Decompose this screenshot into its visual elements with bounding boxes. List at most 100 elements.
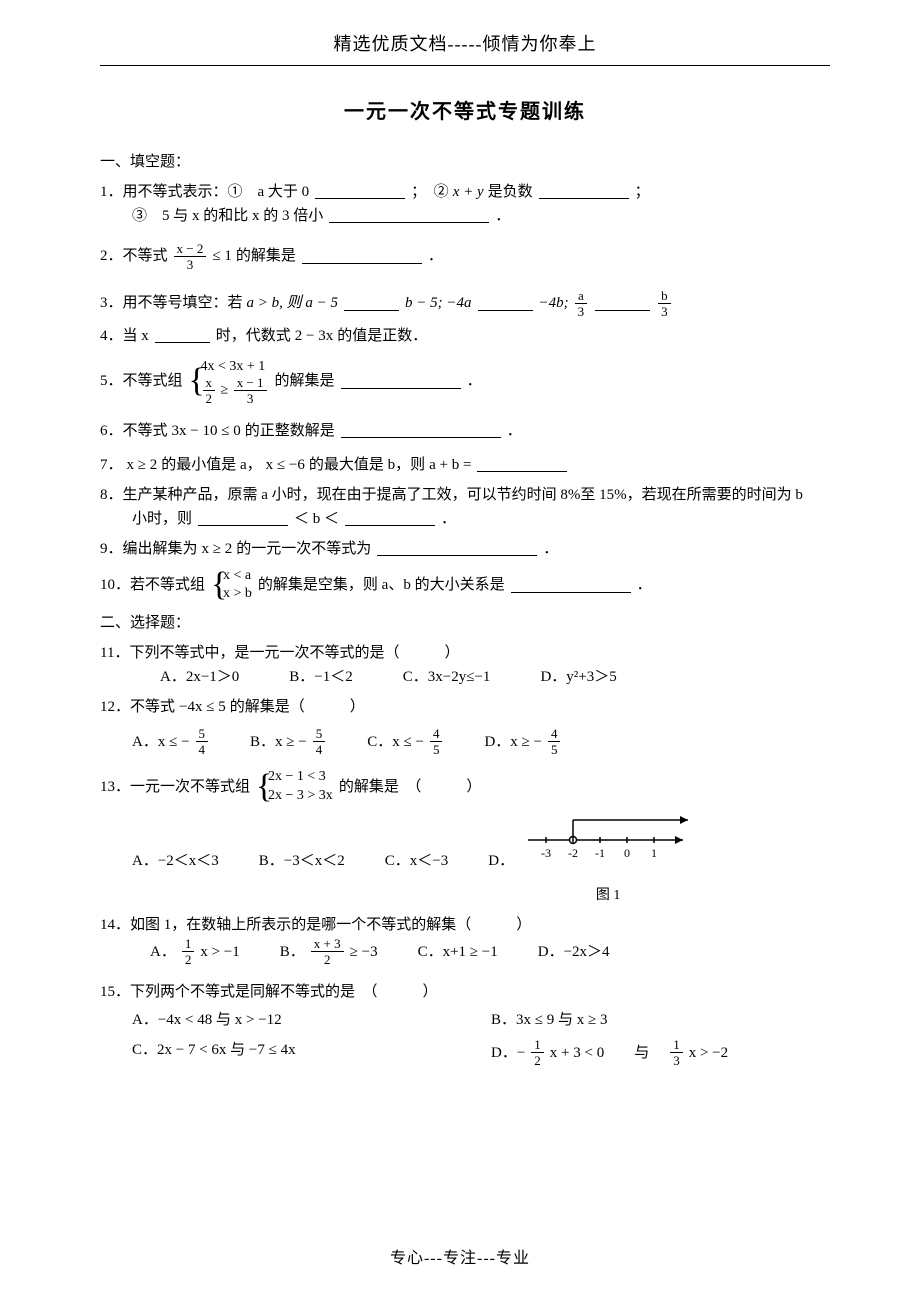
fraction: 45 <box>430 727 443 756</box>
fraction: 12 <box>182 937 195 966</box>
page: 精选优质文档-----倾情为你奉上 一元一次不等式专题训练 一、填空题： 1．用… <box>0 0 920 1302</box>
blank <box>539 184 629 199</box>
blank <box>377 541 537 556</box>
text: 4．当 x <box>100 324 149 348</box>
math-expr: a + b = <box>429 453 471 477</box>
math-expr: x > −1 <box>200 940 239 964</box>
text: 小时，则 <box>132 507 192 531</box>
text: 的解集是空集，则 a、b 的大小关系是 <box>258 573 505 597</box>
text: 是负数 <box>488 180 533 204</box>
equation-system: x < a x > b <box>211 567 252 603</box>
text: 的解集是 <box>236 244 296 268</box>
blank <box>344 296 399 311</box>
label: A． <box>150 940 176 964</box>
denominator: 4 <box>196 742 209 756</box>
blank <box>595 296 650 311</box>
fraction: x2 <box>203 376 216 405</box>
question-10: 10．若不等式组 x < a x > b 的解集是空集，则 a、b 的大小关系是… <box>100 567 830 603</box>
figure-label: 图 1 <box>518 885 698 907</box>
numerator: a <box>575 289 588 304</box>
denominator: 2 <box>182 952 195 966</box>
sys-row: x > b <box>223 585 252 603</box>
text: ． <box>543 537 558 561</box>
math-expr: 3x − 10 ≤ 0 <box>172 419 241 443</box>
label: C．x ≤ − <box>367 730 424 754</box>
numerator: 5 <box>196 727 209 742</box>
blank <box>302 249 422 264</box>
text: 的解集是 （ ） <box>339 775 482 799</box>
text: 7． <box>100 453 123 477</box>
numerator: 4 <box>430 727 443 742</box>
blank <box>198 511 288 526</box>
q14-stem: 14．如图 1，在数轴上所表示的是哪一个不等式的解集（ ） <box>100 913 830 937</box>
denominator: 2 <box>203 391 216 405</box>
text: 10．若不等式组 <box>100 573 205 597</box>
sys-row: 2x − 3 > 3x <box>268 787 333 805</box>
question-8: 8．生产某种产品，原需 a 小时，现在由于提高了工效，可以节约时间 8%至 15… <box>100 483 830 531</box>
numerator: x − 2 <box>174 242 207 257</box>
question-15: 15．下列两个不等式是同解不等式的是 （ ） A．−4x < 48 与 x > … <box>100 980 830 1067</box>
text: 的最小值是 a， <box>161 453 261 477</box>
text: ； <box>635 180 650 204</box>
question-1: 1．用不等式表示：① a 大于 0 ； ② x + y 是负数 ； ③ 5 与 … <box>100 180 830 228</box>
question-12: 12．不等式 −4x ≤ 5 的解集是（ ） A．x ≤ − 54 B．x ≥ … <box>100 695 830 756</box>
blank <box>477 457 567 472</box>
math-expr: x > −2 <box>689 1041 728 1065</box>
math-expr: −4b; <box>539 291 569 315</box>
text: 3．用不等号填空：若 <box>100 291 243 315</box>
label: B．x ≥ − <box>250 730 307 754</box>
denominator: 2 <box>311 952 344 966</box>
svg-text:0: 0 <box>624 846 630 860</box>
numerator: 1 <box>182 937 195 952</box>
main-title: 一元一次不等式专题训练 <box>100 96 830 128</box>
text: 时，代数式 <box>216 324 291 348</box>
text: ． <box>467 369 482 393</box>
blank <box>345 511 435 526</box>
text: ＜ b ＜ <box>294 507 339 531</box>
numerator: x + 3 <box>311 937 344 952</box>
q11-stem: 11．下列不等式中，是一元一次不等式的是（ ） <box>100 641 830 665</box>
fraction: 45 <box>548 727 561 756</box>
fraction: 54 <box>196 727 209 756</box>
option-b: B．x ≥ − 54 <box>250 727 327 756</box>
number-line-svg: -3 -2 -1 0 1 <box>518 815 698 875</box>
svg-text:-1: -1 <box>595 846 605 860</box>
fraction: 54 <box>313 727 326 756</box>
equation-system: 2x − 1 < 3 2x − 3 > 3x <box>256 768 333 804</box>
blank <box>155 328 210 343</box>
label: D．− <box>491 1041 525 1065</box>
page-footer: 专心---专注---专业 <box>0 1246 920 1272</box>
numerator: x − 1 <box>234 376 267 391</box>
text: ③ 5 与 x 的和比 x 的 3 倍小 <box>132 204 323 228</box>
math-expr: x ≤ −6 <box>266 453 305 477</box>
section-1-heading: 一、填空题： <box>100 150 830 174</box>
svg-text:-3: -3 <box>541 846 551 860</box>
fraction: 13 <box>670 1038 683 1067</box>
option-d: D．− 12 x + 3 < 0 与 13 x > −2 <box>491 1038 830 1067</box>
text: 5．不等式组 <box>100 369 183 393</box>
sys-row: x2 ≥ x − 13 <box>201 376 269 405</box>
denominator: 3 <box>174 257 207 271</box>
option-c: C．x+1 ≥ −1 <box>418 940 498 964</box>
question-9: 9．编出解集为 x ≥ 2 的一元一次不等式为 ． <box>100 537 830 561</box>
text: 的一元一次不等式为 <box>236 537 371 561</box>
option-a: A．x ≤ − 54 <box>132 727 210 756</box>
option-a: A．−4x < 48 与 x > −12 <box>132 1008 471 1032</box>
option-b: B．−1＜2 <box>289 665 352 689</box>
numerator: 1 <box>670 1038 683 1053</box>
question-3: 3．用不等号填空：若 a > b, 则 a − 5 b − 5; −4a −4b… <box>100 289 830 318</box>
fraction: x + 32 <box>311 937 344 966</box>
fraction: b3 <box>658 289 671 318</box>
question-6: 6．不等式 3x − 10 ≤ 0 的正整数解是 ． <box>100 419 830 443</box>
blank <box>511 578 631 593</box>
text: ． <box>507 419 522 443</box>
math-expr: ≤ 1 <box>212 244 231 268</box>
denominator: 3 <box>670 1053 683 1067</box>
math-expr: 2 − 3x <box>295 324 333 348</box>
text: 的值是正数． <box>337 324 427 348</box>
option-a: A． 12 x > −1 <box>150 937 240 966</box>
math-expr: x + y <box>453 180 484 204</box>
option-c: C．x＜−3 <box>385 849 448 873</box>
blank <box>341 423 501 438</box>
blank <box>329 208 489 223</box>
